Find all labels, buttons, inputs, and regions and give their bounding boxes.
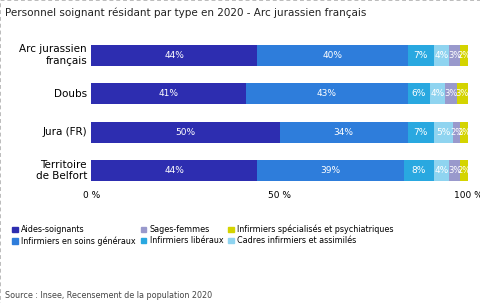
Text: 41%: 41%	[158, 89, 179, 98]
Bar	[91, 83, 246, 104]
Bar	[460, 45, 468, 66]
Text: 2%: 2%	[450, 128, 463, 137]
Text: 6%: 6%	[412, 89, 426, 98]
Text: 4%: 4%	[434, 166, 449, 175]
Bar	[434, 45, 449, 66]
Bar	[456, 83, 468, 104]
Text: 8%: 8%	[412, 166, 426, 175]
Text: 4%: 4%	[431, 89, 445, 98]
Bar	[91, 160, 257, 181]
Bar	[460, 122, 468, 143]
Text: 34%: 34%	[334, 128, 354, 137]
Bar	[91, 45, 257, 66]
Text: 44%: 44%	[164, 166, 184, 175]
Bar	[449, 45, 460, 66]
Text: 3%: 3%	[448, 51, 461, 60]
Text: 4%: 4%	[434, 51, 449, 60]
Bar	[453, 122, 460, 143]
Text: 43%: 43%	[317, 89, 336, 98]
Text: 2%: 2%	[457, 166, 471, 175]
Text: 3%: 3%	[444, 89, 458, 98]
Text: 50%: 50%	[175, 128, 195, 137]
Bar	[434, 160, 449, 181]
Text: 44%: 44%	[164, 51, 184, 60]
Text: Source : Insee, Recensement de la population 2020: Source : Insee, Recensement de la popula…	[5, 291, 212, 300]
Bar	[449, 160, 460, 181]
Text: 39%: 39%	[321, 166, 340, 175]
Bar	[460, 160, 468, 181]
Bar	[279, 122, 408, 143]
Bar	[91, 122, 279, 143]
Text: 3%: 3%	[448, 166, 461, 175]
Bar	[430, 83, 445, 104]
Bar	[257, 45, 408, 66]
Text: 2%: 2%	[457, 51, 471, 60]
Text: 7%: 7%	[414, 51, 428, 60]
Bar	[408, 83, 430, 104]
Bar	[404, 160, 434, 181]
Text: 7%: 7%	[414, 128, 428, 137]
Bar	[408, 45, 434, 66]
Text: Personnel soignant résidant par type en 2020 - Arc jurassien français: Personnel soignant résidant par type en …	[5, 8, 366, 18]
Bar	[246, 83, 408, 104]
Text: 40%: 40%	[323, 51, 342, 60]
Text: 5%: 5%	[436, 128, 451, 137]
Legend: Aides-soignants, Infirmiers en soins généraux, Sages-femmes, Infirmiers libéraux: Aides-soignants, Infirmiers en soins gén…	[12, 225, 393, 246]
Bar	[408, 122, 434, 143]
Text: 3%: 3%	[456, 89, 469, 98]
Text: 2%: 2%	[457, 128, 471, 137]
Bar	[257, 160, 404, 181]
Bar	[445, 83, 456, 104]
Bar	[434, 122, 453, 143]
